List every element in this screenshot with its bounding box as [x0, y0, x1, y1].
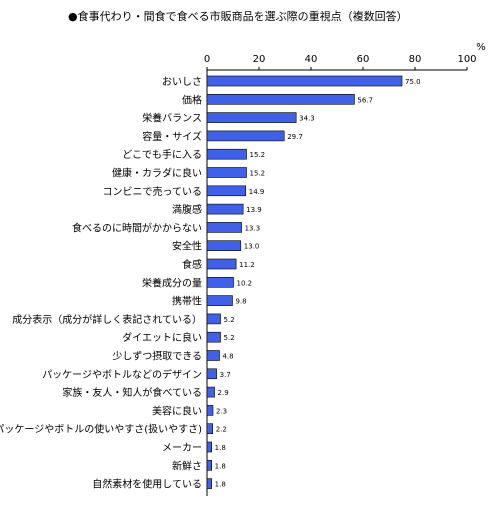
bar [206, 478, 212, 489]
bar [206, 185, 247, 197]
bar [206, 167, 247, 178]
value-label: 13.3 [245, 224, 261, 232]
category-label: 自然素材を使用している [92, 478, 202, 491]
category-label: 家族・友人・知人が食べている [62, 386, 202, 399]
category-label: 成分表示（成分が詳しく表記されている） [12, 313, 202, 326]
category-label: ダイエットに良い [122, 331, 202, 344]
category-label: 携帯性 [172, 295, 202, 308]
x-tick-label: 0 [204, 54, 210, 65]
bar [206, 222, 242, 233]
bar [206, 112, 297, 123]
value-label: 13.0 [244, 243, 260, 251]
bar [206, 331, 221, 343]
value-label: 1.8 [215, 481, 226, 489]
category-label: 栄養成分の量 [142, 276, 202, 289]
category-label: 少しずつ摂取できる [112, 350, 202, 363]
bar [206, 386, 215, 398]
category-label: 容量・サイズ [142, 130, 202, 143]
x-tick-label: 100 [457, 54, 476, 65]
bar [206, 441, 212, 453]
bar [206, 276, 234, 288]
bar [206, 148, 247, 160]
category-label: 食感 [182, 258, 202, 271]
category-label: 健康・カラダに良い [112, 167, 202, 180]
value-label: 13.9 [246, 206, 262, 214]
category-label: どこでも手に入る [122, 148, 202, 161]
category-label: コンビニで売っている [103, 185, 203, 198]
value-label: 15.2 [250, 170, 266, 178]
value-label: 5.2 [224, 316, 235, 324]
bar [206, 313, 221, 325]
unit-label: % [476, 42, 486, 53]
bar [206, 350, 220, 361]
bar [206, 130, 285, 142]
value-label: 2.9 [218, 389, 229, 397]
value-label: 29.7 [287, 133, 303, 141]
bar [206, 240, 242, 251]
value-label: 3.7 [220, 371, 231, 379]
bar [206, 423, 214, 435]
category-label: パッケージやボトルなどのデザイン [42, 368, 202, 381]
value-label: 10.2 [237, 279, 253, 287]
value-label: 4.8 [222, 353, 233, 361]
value-label: 11.2 [239, 261, 255, 269]
value-label: 15.2 [250, 151, 266, 159]
x-tick-label: 40 [305, 54, 318, 65]
value-label: 2.2 [216, 426, 227, 434]
value-label: 2.3 [216, 407, 227, 415]
value-label: 14.9 [249, 188, 265, 196]
x-tick-label: 80 [409, 54, 422, 65]
bar [206, 459, 212, 471]
value-label: 9.8 [235, 298, 246, 306]
category-label: 価格 [182, 93, 202, 106]
value-label: 1.8 [215, 444, 226, 452]
category-label: おいしさ [162, 76, 202, 88]
bar [206, 368, 217, 380]
category-label: 美容に良い [152, 404, 202, 417]
category-label: 食べるのに時間がかからない [72, 221, 202, 234]
value-label: 56.7 [357, 96, 373, 104]
value-label: 34.3 [299, 115, 315, 123]
category-label: 栄養バランス [142, 112, 202, 125]
x-tick-label: 20 [253, 54, 266, 65]
bar [206, 258, 237, 270]
bar [206, 203, 244, 215]
value-label: 1.8 [215, 462, 226, 470]
bar [206, 405, 214, 416]
category-label: 満腹感 [172, 203, 202, 216]
bar [206, 94, 355, 105]
value-label: 5.2 [224, 334, 235, 342]
bar [206, 295, 233, 306]
category-label: パッケージやボトルの使いやすさ(扱いやすさ) [0, 423, 202, 436]
chart-title: ●食事代わり・間食で食べる市販商品を選ぶ際の重視点（複数回答） [68, 10, 408, 23]
category-label: 新鮮さ [172, 459, 202, 472]
bar [206, 75, 403, 87]
category-label: メーカー [162, 442, 202, 454]
category-label: 安全性 [172, 240, 202, 253]
x-tick-label: 60 [357, 54, 370, 65]
value-label: 75.0 [405, 78, 421, 86]
